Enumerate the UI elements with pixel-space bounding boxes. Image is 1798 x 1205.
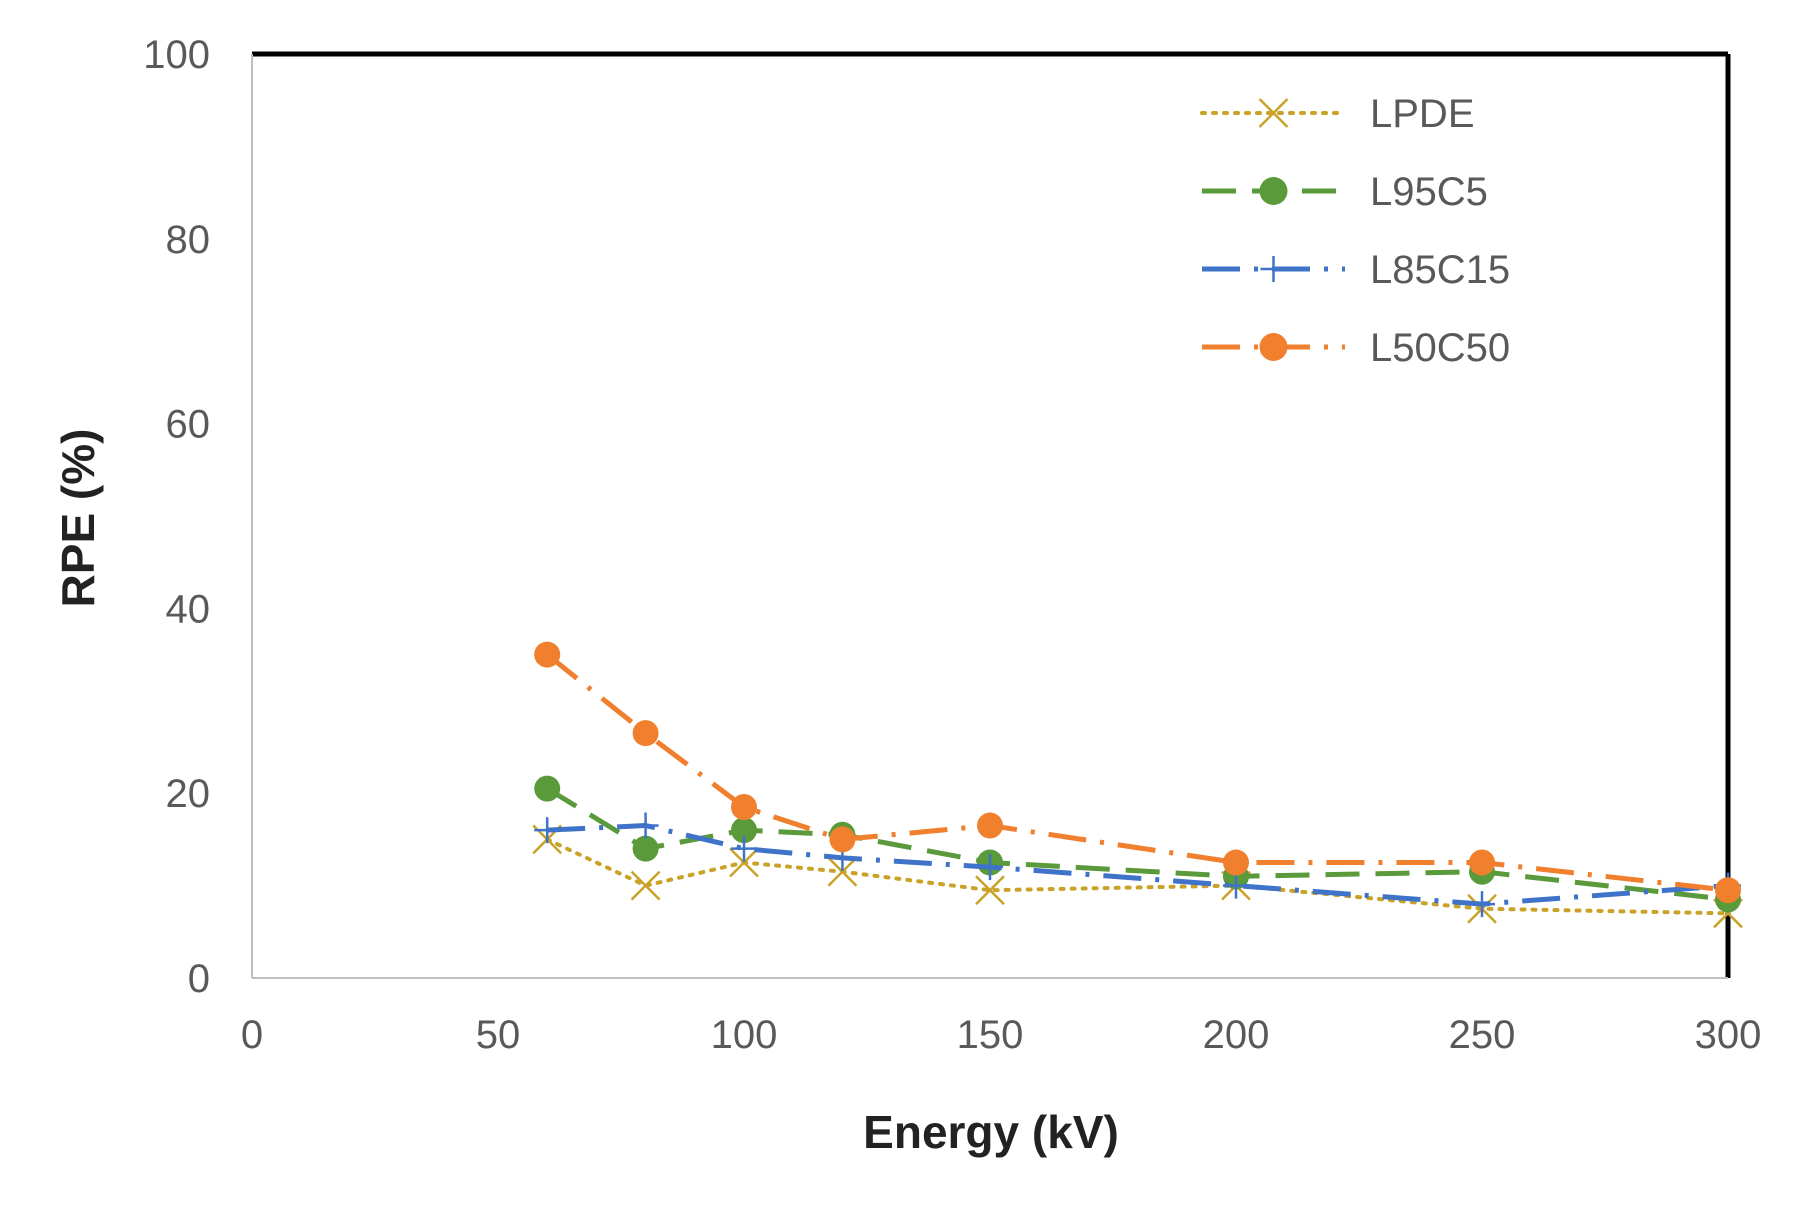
series-line-l95c5: [545, 786, 1729, 902]
data-point-l85c15: [977, 854, 1003, 881]
data-point-l95c5: [534, 775, 561, 802]
data-point-l50c50: [632, 720, 659, 747]
data-point-l85c15: [632, 812, 659, 839]
legend-label-l50c50: L50C50: [1370, 326, 1510, 370]
y-tick-label: 100: [143, 33, 210, 77]
series-line-l85c15: [547, 823, 1729, 907]
data-point-l50c50: [977, 812, 1003, 839]
y-tick-label: 20: [166, 772, 211, 816]
x-tick-label: 300: [1695, 1013, 1762, 1057]
legend-item-lpde: LPDE: [1200, 92, 1475, 136]
data-point-l50c50: [829, 826, 856, 853]
series-lpde: [532, 824, 1743, 929]
legend-item-l50c50: L50C50: [1202, 326, 1510, 370]
legend-marker-l95c5: [1259, 177, 1288, 205]
data-point-lpde: [729, 847, 759, 878]
data-point-l95c5: [632, 835, 659, 862]
legend-label-l95c5: L95C5: [1370, 170, 1488, 214]
legend-label-lpde: LPDE: [1370, 92, 1475, 136]
legend-marker-l50c50: [1259, 333, 1288, 361]
x-mark-stroke: [975, 875, 1005, 906]
data-point-l95c5: [731, 817, 757, 844]
series-line-l50c50: [545, 652, 1729, 893]
x-mark-stroke: [827, 856, 858, 887]
x-tick-label: 50: [476, 1013, 521, 1057]
x-tick-label: 0: [241, 1013, 263, 1057]
x-tick-label: 250: [1449, 1013, 1516, 1057]
x-mark-stroke: [1258, 98, 1289, 128]
y-tick-label: 0: [188, 957, 210, 1001]
data-point-l50c50: [534, 641, 561, 668]
data-point-l50c50: [731, 794, 757, 821]
y-tick-label: 40: [166, 587, 211, 631]
data-point-l85c15: [1469, 891, 1495, 918]
data-point-l85c15: [534, 817, 561, 844]
data-point-l50c50: [1469, 849, 1495, 876]
legend-item-l95c5: L95C5: [1202, 170, 1488, 214]
legend-label-l85c15: L85C15: [1370, 248, 1510, 292]
data-point-l50c50: [1715, 877, 1741, 904]
x-mark-stroke: [729, 847, 759, 878]
legend-marker-lpde: [1258, 98, 1289, 128]
series-line-lpde: [545, 837, 1730, 916]
x-axis-title: Energy (kV): [863, 1106, 1119, 1158]
y-tick-label: 80: [166, 218, 211, 262]
series-l85c15: [534, 812, 1741, 918]
y-tick-label: 60: [166, 403, 211, 447]
legend-item-l85c15: L85C15: [1202, 248, 1510, 292]
data-point-l85c15: [1223, 872, 1249, 899]
data-point-lpde: [827, 856, 858, 887]
data-point-lpde: [975, 875, 1005, 906]
y-axis-title: RPE (%): [52, 429, 104, 608]
x-tick-label: 200: [1203, 1013, 1270, 1057]
data-point-l85c15: [731, 835, 757, 862]
x-tick-label: 150: [957, 1013, 1024, 1057]
plot-axes: [251, 51, 1731, 979]
tick-labels: 0 50 100 150 200 250 300 0 20 40 60 80 100: [143, 33, 1761, 1057]
series-layer: [532, 641, 1743, 929]
x-mark-stroke: [630, 870, 661, 901]
legend: LPDE L95C5 L85C15 L50C50: [1200, 92, 1510, 370]
legend-marker-l85c15: [1260, 256, 1287, 282]
data-point-l50c50: [1223, 849, 1249, 876]
x-tick-label: 100: [711, 1013, 778, 1057]
data-point-lpde: [630, 870, 661, 901]
series-l50c50: [534, 641, 1741, 904]
